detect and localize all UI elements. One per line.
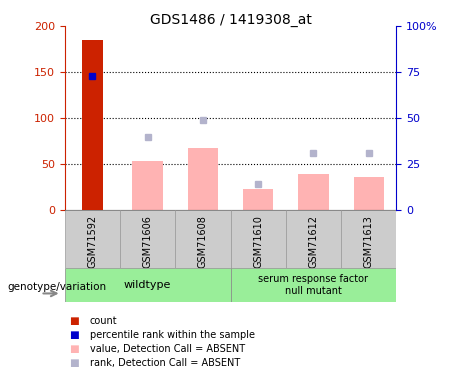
Bar — [354, 177, 384, 210]
Text: GSM71613: GSM71613 — [364, 214, 374, 267]
Text: GSM71592: GSM71592 — [87, 214, 97, 268]
Bar — [298, 174, 329, 210]
Text: ■: ■ — [69, 330, 79, 340]
Text: ■: ■ — [69, 358, 79, 368]
Text: serum response factor
null mutant: serum response factor null mutant — [259, 274, 368, 296]
Bar — [132, 161, 163, 210]
Bar — [230, 210, 286, 268]
Text: ■: ■ — [69, 344, 79, 354]
Text: ■: ■ — [69, 316, 79, 326]
Text: count: count — [90, 316, 118, 326]
Bar — [341, 210, 396, 268]
Bar — [65, 210, 120, 268]
Text: GSM71606: GSM71606 — [142, 214, 153, 267]
Text: GDS1486 / 1419308_at: GDS1486 / 1419308_at — [149, 13, 312, 27]
Text: percentile rank within the sample: percentile rank within the sample — [90, 330, 255, 340]
Bar — [286, 210, 341, 268]
Bar — [120, 210, 175, 268]
Bar — [188, 147, 218, 210]
Bar — [65, 268, 230, 302]
Text: GSM71610: GSM71610 — [253, 214, 263, 267]
Bar — [175, 210, 230, 268]
Bar — [230, 268, 396, 302]
Text: GSM71608: GSM71608 — [198, 214, 208, 267]
Text: rank, Detection Call = ABSENT: rank, Detection Call = ABSENT — [90, 358, 240, 368]
Text: GSM71612: GSM71612 — [308, 214, 319, 268]
Text: wildtype: wildtype — [124, 280, 171, 290]
Text: value, Detection Call = ABSENT: value, Detection Call = ABSENT — [90, 344, 245, 354]
Bar — [82, 40, 103, 210]
Text: genotype/variation: genotype/variation — [7, 282, 106, 292]
Bar — [243, 189, 273, 210]
